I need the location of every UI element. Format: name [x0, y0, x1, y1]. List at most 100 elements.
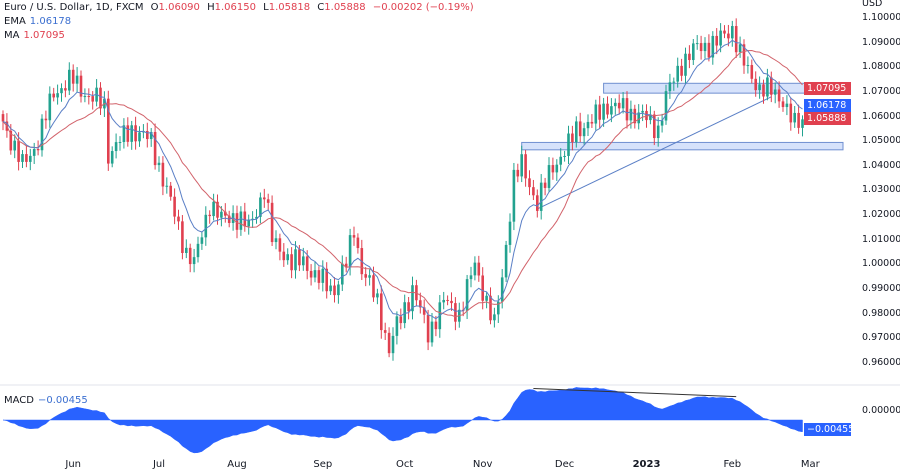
price-tick: 1.09000 [862, 36, 900, 48]
candle-body [204, 214, 208, 238]
time-axis-label: Feb [723, 459, 742, 470]
candle-body [762, 84, 765, 97]
candle-body [516, 169, 520, 177]
price-tick: 0.99000 [862, 283, 900, 295]
macd-divergence-line [533, 388, 737, 398]
open-label: O [150, 2, 159, 13]
candle-body [454, 303, 457, 322]
candle-body [192, 257, 196, 265]
candle-body [290, 254, 293, 271]
candle-body [305, 256, 309, 271]
time-axis-label: Oct [396, 459, 414, 470]
candle-body [645, 110, 648, 121]
candle-body [32, 148, 36, 156]
candle-body [801, 119, 804, 128]
candle-body [770, 77, 773, 95]
ema-legend[interactable]: EMA 1.06178 [4, 16, 75, 27]
candle-body [520, 154, 523, 177]
ma-label: MA [4, 30, 20, 41]
macd-legend[interactable]: MACD −0.00455 [4, 395, 92, 406]
candle-body [216, 201, 219, 218]
candle-body [473, 262, 477, 276]
time-axis-label: 2023 [632, 459, 661, 470]
candle-body [551, 165, 555, 173]
candle-body [149, 131, 153, 140]
candle-body [746, 65, 750, 67]
candle-body [52, 93, 55, 98]
candle-body [212, 201, 215, 217]
candle-body [235, 213, 239, 230]
time-axis-label: Nov [472, 459, 493, 470]
candle-body [719, 30, 722, 46]
ema-label: EMA [4, 16, 26, 27]
candle-body [196, 243, 200, 258]
candle-body [426, 314, 430, 343]
candle-body [723, 30, 726, 34]
candle-body [251, 218, 254, 220]
candle-body [114, 142, 118, 152]
candle-body [134, 125, 137, 142]
ma-legend[interactable]: MA 1.07095 [4, 30, 69, 41]
candle-body [110, 151, 114, 164]
candle-body [766, 77, 769, 97]
candle-body [637, 112, 640, 124]
price-tick: 1.02000 [862, 209, 900, 221]
time-axis-label: Jul [152, 459, 166, 470]
support-resistance-zone [521, 141, 844, 151]
candle-body [532, 187, 535, 196]
candle-body [664, 91, 668, 121]
candle-body [286, 254, 289, 261]
candle-body [606, 103, 609, 115]
low-label: L [263, 2, 269, 13]
candle-body [99, 87, 102, 109]
candle-body [368, 275, 371, 278]
candle-body [777, 89, 781, 102]
candle-body [40, 118, 44, 151]
candle-body [489, 295, 492, 321]
candle-body [185, 247, 188, 254]
candle-body [695, 43, 699, 45]
candle-body [508, 221, 512, 245]
candle-body [711, 35, 715, 58]
price-tick: 1.04000 [862, 159, 900, 171]
ma-line [2, 49, 803, 318]
candle-body [165, 185, 169, 187]
close-value: 1.05888 [324, 2, 366, 13]
candle-body [313, 270, 317, 278]
candle-body [524, 154, 527, 179]
candle-body [614, 102, 617, 107]
candle-body [590, 121, 594, 124]
price-tick: 1.06000 [862, 110, 900, 122]
candle-body [181, 221, 184, 254]
candle-body [255, 216, 258, 219]
candle-body [395, 316, 399, 336]
price-tick: 1.10000 [862, 12, 900, 23]
candle-body [87, 96, 91, 98]
candle-body [317, 270, 321, 283]
ma-value: 1.07095 [23, 30, 65, 41]
candle-body [118, 142, 122, 144]
candle-body [302, 256, 305, 266]
candle-body [146, 130, 149, 140]
candle-body [169, 185, 172, 197]
candle-body [571, 133, 574, 143]
candle-body [208, 214, 211, 217]
candle-body [64, 88, 67, 91]
candle-body [567, 133, 570, 156]
candle-body [325, 268, 328, 292]
candle-body [536, 195, 539, 211]
ma-price-tag: 1.07095 [804, 82, 851, 95]
candle-body [403, 302, 406, 324]
candle-body [582, 128, 586, 137]
candle-body [773, 89, 777, 95]
candle-body [715, 35, 718, 46]
candle-body [559, 156, 562, 165]
candle-body [356, 237, 360, 249]
candle-body [333, 285, 336, 296]
time-axis-label: Sep [313, 459, 333, 470]
close-label: C [317, 2, 325, 13]
candle-body [138, 132, 141, 142]
macd-value: −0.00455 [37, 395, 88, 406]
candle-body [493, 314, 496, 321]
